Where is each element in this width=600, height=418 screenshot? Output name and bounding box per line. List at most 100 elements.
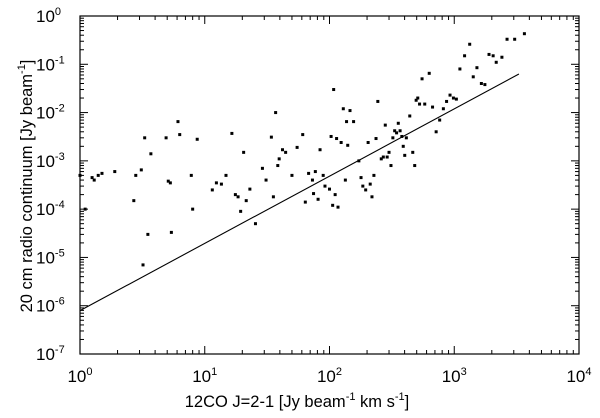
data-point [113,170,117,174]
y-tick-label-exponent: -6 [55,296,65,308]
data-point [396,121,400,125]
y-tick-label-exponent: -5 [55,247,65,259]
y-axis-label-part-1: 20 cm radio continuum [Jy beam [18,74,36,312]
data-point [168,181,172,185]
data-point [411,150,415,154]
data-point [143,136,147,140]
scatter-points [78,32,526,267]
data-point [359,176,363,180]
data-point [132,199,136,203]
data-point [176,120,180,124]
data-point [357,159,361,163]
data-point [307,171,311,175]
x-tick-labels: 100 101 102 103 104 [67,366,591,386]
y-tick-label-exponent: 0 [55,6,61,18]
data-point [505,37,509,41]
data-point [313,170,317,174]
data-point [416,96,420,100]
data-point [92,178,96,182]
data-point [423,102,427,106]
data-point [169,230,173,234]
data-point [420,77,424,81]
data-point [413,164,417,168]
data-point [236,195,240,199]
data-point [348,109,352,113]
data-point [374,137,378,141]
data-point [178,133,182,137]
data-point [381,155,385,159]
y-axis-label-part-3: ] [18,60,36,65]
data-point [458,67,462,71]
data-point [366,141,370,144]
y-tick-label: 10-7 [36,344,65,364]
major-ticks [79,15,580,355]
data-point [370,195,374,199]
x-tick-label-base: 10 [317,367,336,386]
data-point [146,232,150,236]
y-tick-label: 10-6 [36,296,65,316]
data-point [343,178,347,182]
data-point [494,60,498,64]
data-point [321,173,325,177]
data-point [331,203,335,207]
data-point [301,133,305,137]
y-axis-label-part-2: -1 [16,64,28,74]
data-point [242,150,246,154]
data-point [214,181,218,185]
data-point [210,188,214,192]
data-point [264,178,268,182]
data-point [401,144,405,148]
data-point [483,83,487,87]
data-point [230,131,234,135]
y-tick-label: 10-2 [36,103,65,123]
data-point [281,148,284,152]
data-point [471,75,475,79]
data-point [431,105,435,109]
y-tick-label-base: 10 [36,152,55,171]
y-tick-label-exponent: -7 [55,344,65,356]
data-point [90,176,94,180]
data-point [166,179,170,183]
y-tick-label-exponent: -1 [55,54,65,66]
data-point [219,182,223,186]
x-axis-label-part-5: ] [405,393,410,411]
x-tick-label-exponent: 1 [211,366,217,378]
data-point [323,184,327,188]
x-tick-label-exponent: 2 [336,366,342,378]
data-point [379,157,383,161]
data-point [403,153,407,157]
y-tick-label: 10-3 [36,151,65,171]
y-tick-label: 100 [36,6,61,26]
y-tick-label-base: 10 [36,297,55,316]
data-point [195,137,199,141]
data-point [468,42,472,46]
data-point [96,173,100,177]
data-point [398,129,402,133]
data-point [346,143,350,147]
data-point [500,55,504,59]
data-point [149,152,153,156]
data-point [248,187,252,191]
data-point [244,199,248,203]
x-tick-label-base: 10 [566,367,585,386]
data-point [328,187,331,191]
data-point [253,222,257,226]
data-point [78,173,82,177]
data-point [310,178,314,182]
y-tick-label: 10-1 [36,54,65,74]
y-tick-label-exponent: -2 [55,103,65,115]
data-point [100,171,104,175]
data-point [276,164,280,168]
data-point [451,96,455,100]
data-point [224,173,228,177]
data-point [479,82,483,85]
data-point [332,88,336,92]
x-tick-label: 100 [67,366,92,386]
data-point [345,120,349,124]
data-point [312,192,316,196]
data-point [372,173,376,177]
x-axis-label-part-1: 12CO J=2-1 [Jy beam [185,393,346,411]
data-point [368,182,372,186]
data-point [134,173,138,177]
